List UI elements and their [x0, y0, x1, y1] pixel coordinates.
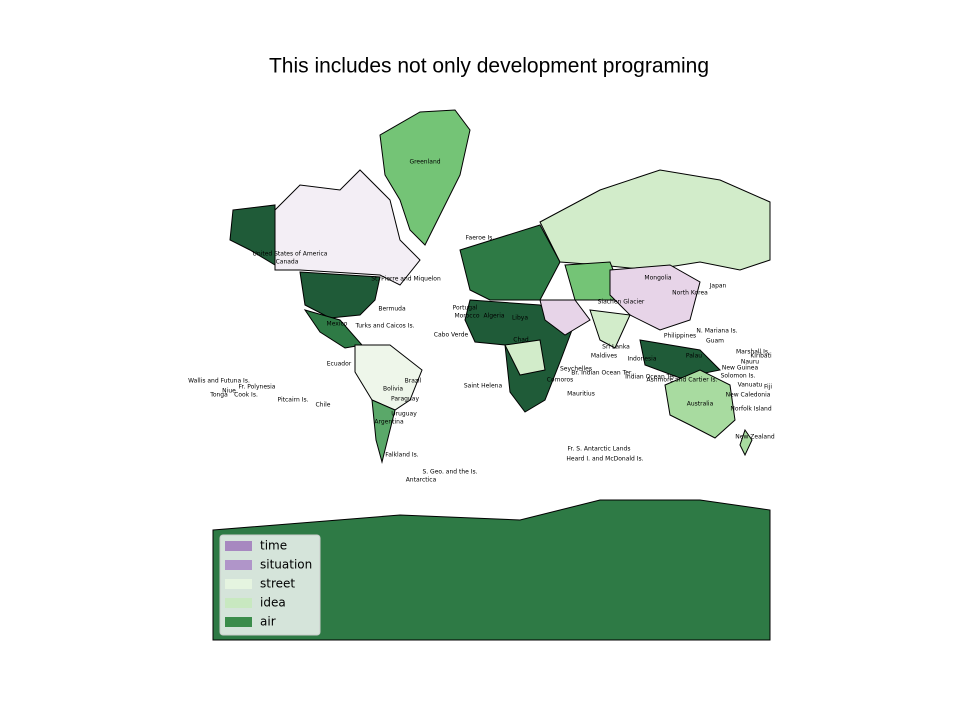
- usa: [299, 271, 381, 319]
- country-label: Vanuatu: [738, 382, 763, 389]
- country-label: Siachen Glacier: [598, 299, 645, 306]
- country-label: Japan: [709, 283, 727, 290]
- country-label: Paraguay: [391, 396, 419, 403]
- country-label: Mongolia: [644, 275, 671, 282]
- country-label: Sri Lanka: [602, 344, 630, 351]
- legend-swatch: [225, 541, 252, 551]
- country-label: Ecuador: [327, 361, 352, 368]
- country-label: Solomon Is.: [721, 373, 756, 380]
- country-label: Falkland Is.: [385, 452, 418, 459]
- legend-swatch: [225, 579, 252, 589]
- country-label: Pitcairn Is.: [277, 397, 308, 404]
- country-label: Niue: [222, 388, 236, 395]
- country-label: Faeroe Is.: [466, 235, 495, 242]
- country-label: Indian Ocean Ter.: [625, 374, 677, 381]
- country-label: Portugal: [453, 305, 478, 312]
- legend: time situation street idea air: [219, 534, 321, 636]
- legend-label: street: [260, 577, 295, 591]
- country-label: Chile: [315, 402, 330, 409]
- country-label: Canada: [276, 259, 299, 266]
- country-label: St. Pierre and Miquelon: [371, 276, 441, 283]
- country-label: Wallis and Futuna Is.: [188, 378, 250, 385]
- country-label: Fiji: [764, 384, 772, 391]
- country-label: Argentina: [374, 419, 404, 426]
- country-label: Norfolk Island: [730, 406, 772, 413]
- country-label: Cook Is.: [234, 392, 258, 399]
- country-label: Kiribati: [750, 353, 772, 360]
- legend-items: time situation street idea air: [225, 539, 312, 629]
- country-label: Antarctica: [406, 477, 437, 484]
- greenland: [379, 109, 471, 246]
- country-label: New Guinea: [722, 365, 759, 372]
- legend-label: time: [260, 539, 287, 553]
- russia: [539, 169, 771, 271]
- country-label: Saint Helena: [464, 383, 503, 390]
- country-label: North Korea: [672, 290, 708, 297]
- country-label: Ashmore and Cartier Is.: [647, 377, 718, 384]
- country-label: Indonesia: [627, 356, 656, 363]
- country-label: New Caledonia: [726, 392, 771, 399]
- india: [589, 309, 631, 349]
- country-labels: Greenland Faeroe Is. United States of Am…: [188, 159, 775, 484]
- country-label: Guam: [706, 338, 724, 345]
- country-label: Greenland: [409, 159, 440, 166]
- country-label: S. Geo. and the Is.: [422, 469, 477, 476]
- country-label: Bolivia: [383, 386, 403, 393]
- legend-label: idea: [260, 596, 286, 610]
- country-label: Brazil: [405, 378, 422, 385]
- south-america: [354, 344, 423, 411]
- country-label: Seychelles: [560, 366, 592, 373]
- country-label: Fr. Polynesia: [238, 384, 275, 391]
- country-label: Comoros: [547, 377, 574, 384]
- country-label: Mexico: [327, 321, 348, 328]
- country-label: Marshall Is.: [736, 349, 770, 356]
- country-label: Chad: [513, 337, 529, 344]
- middle-east: [539, 299, 591, 336]
- country-label: Australia: [687, 401, 714, 408]
- country-label: Libya: [512, 315, 528, 322]
- antarctica: [212, 499, 771, 641]
- legend-label: situation: [260, 558, 312, 572]
- country-label: New Zealand: [735, 434, 775, 441]
- country-label: Algeria: [483, 313, 504, 320]
- alaska: [229, 204, 276, 266]
- central-america: [303, 309, 363, 349]
- country-label: Heard I. and McDonald Is.: [566, 456, 643, 463]
- legend-label: air: [260, 615, 276, 629]
- country-label: Cabo Verde: [434, 332, 469, 339]
- china: [609, 264, 701, 331]
- central-africa: [504, 339, 546, 376]
- canada: [274, 169, 421, 286]
- country-label: Fr. S. Antarctic Lands: [568, 446, 631, 453]
- country-label: Morocco: [454, 313, 479, 320]
- country-label: Br. Indian Ocean Ter.: [571, 370, 633, 377]
- country-label: Bermuda: [378, 306, 406, 313]
- map-title: This includes not only development progr…: [269, 55, 709, 78]
- country-label: Maldives: [591, 353, 617, 360]
- country-label: Mauritius: [567, 391, 595, 398]
- country-label: Nauru: [741, 359, 759, 366]
- country-label: Turks and Caicos Is.: [354, 323, 414, 330]
- legend-swatch: [225, 617, 252, 627]
- country-label: N. Mariana Is.: [696, 328, 737, 335]
- country-label: Palau: [686, 353, 702, 360]
- country-label: Uruguay: [391, 411, 417, 418]
- legend-swatch: [225, 598, 252, 608]
- legend-swatch: [225, 560, 252, 570]
- country-label: Tonga: [209, 392, 228, 399]
- argentina: [371, 399, 396, 464]
- australia: [664, 369, 736, 439]
- country-label: Philippines: [664, 333, 696, 340]
- country-label: United States of America: [253, 251, 328, 258]
- new-zealand: [739, 428, 753, 457]
- land-shapes: [212, 109, 771, 641]
